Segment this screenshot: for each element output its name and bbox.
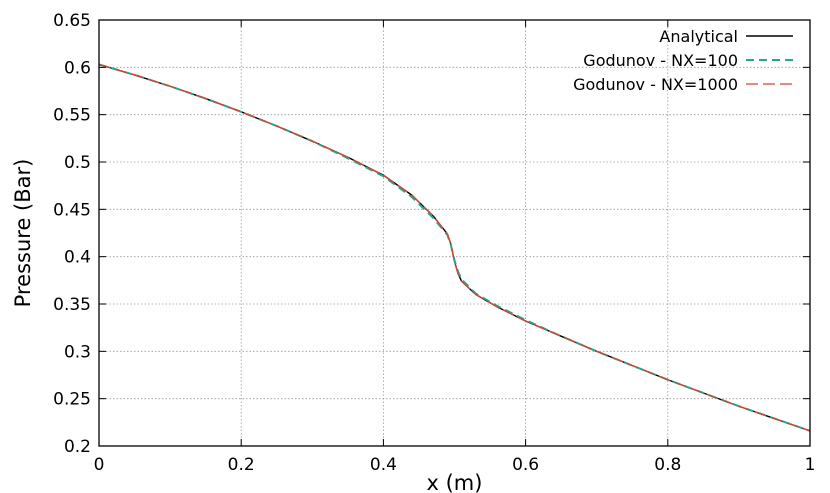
grid bbox=[99, 20, 810, 446]
x-tick-label: 1 bbox=[805, 455, 816, 475]
y-tick-label: 0.2 bbox=[64, 437, 91, 457]
y-tick-label: 0.3 bbox=[64, 342, 91, 362]
axis-ticks bbox=[98, 19, 811, 447]
y-tick-label: 0.5 bbox=[64, 153, 91, 173]
legend-label: Godunov - NX=1000 bbox=[573, 75, 738, 94]
y-tick-label: 0.55 bbox=[53, 106, 91, 126]
x-tick-label: 0 bbox=[94, 455, 105, 475]
plot-frame bbox=[98, 19, 811, 447]
x-axis-label: x (m) bbox=[427, 471, 483, 493]
y-tick-label: 0.25 bbox=[53, 390, 91, 410]
y-tick-label: 0.65 bbox=[53, 11, 91, 31]
x-tick-label: 0.4 bbox=[370, 455, 397, 475]
legend-label: Analytical bbox=[659, 27, 738, 46]
x-tick-label: 0.6 bbox=[512, 455, 539, 475]
x-tick-label: 0.8 bbox=[654, 455, 681, 475]
legend-label: Godunov - NX=100 bbox=[583, 51, 738, 70]
y-axis-label: Pressure (Bar) bbox=[11, 159, 35, 308]
plot-area bbox=[98, 63, 811, 432]
y-tick-label: 0.4 bbox=[64, 248, 91, 268]
series-line-1 bbox=[98, 63, 811, 432]
y-tick-label: 0.35 bbox=[53, 295, 91, 315]
tick-labels: 0 0.2 0.4 0.6 0.8 10.20.250.30.350.40.450.50.… bbox=[53, 11, 815, 475]
y-tick-label: 0.6 bbox=[64, 58, 91, 78]
y-tick-label: 0.45 bbox=[53, 200, 91, 220]
series-line-0 bbox=[98, 63, 811, 432]
x-tick-label: 0.2 bbox=[228, 455, 255, 475]
legend: Analytical Godunov - NX=100 Godunov - NX=1… bbox=[573, 27, 793, 94]
series-line-2 bbox=[98, 63, 811, 432]
